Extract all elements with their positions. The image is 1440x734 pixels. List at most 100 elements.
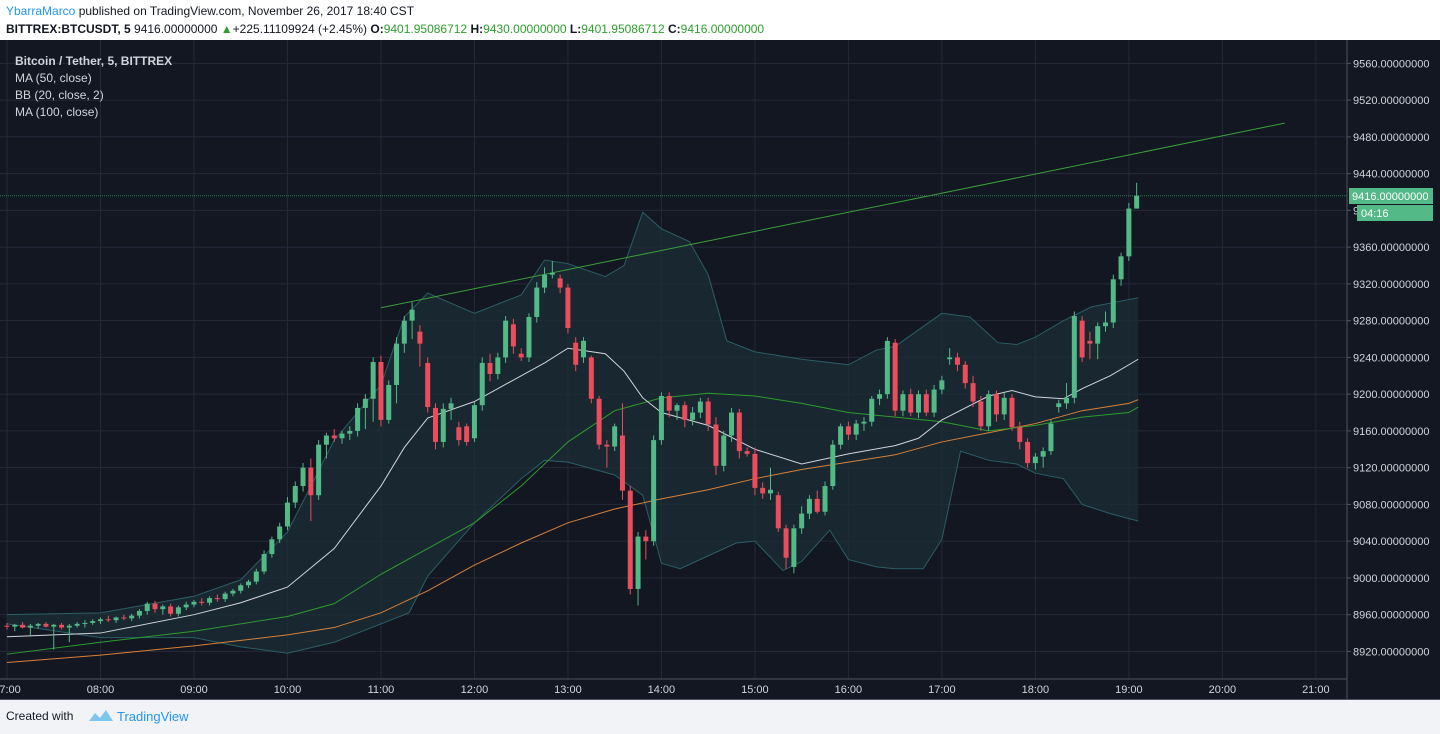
candle-body (284, 502, 290, 527)
candle-body (713, 424, 719, 466)
candle-body (931, 389, 937, 413)
candle-body (113, 617, 119, 621)
candle (565, 283, 571, 334)
x-tick-label: 10:00 (274, 684, 302, 696)
candle-body (604, 444, 610, 447)
candle (861, 417, 867, 431)
low-value: 9401.95086712 (581, 22, 665, 36)
candle (355, 403, 361, 437)
candles (4, 182, 1140, 650)
candle (261, 550, 267, 575)
tradingview-link[interactable]: TradingView (117, 709, 189, 724)
candle (175, 605, 181, 617)
y-tick-label: 9360.00000000 (1353, 242, 1429, 254)
candle (222, 591, 228, 602)
candle-body (916, 394, 922, 413)
x-tick-label: 13:00 (554, 684, 582, 696)
candle (877, 389, 883, 406)
candle-body (59, 624, 65, 628)
bollinger-fill (7, 212, 1139, 654)
candle-body (1017, 427, 1023, 442)
candle (4, 622, 10, 630)
candle-body (1087, 340, 1093, 344)
candle-body (884, 340, 890, 395)
candle-body (207, 598, 213, 603)
candle-body (1040, 451, 1046, 457)
candle (12, 623, 18, 632)
candle-body (736, 412, 742, 452)
legend-bb[interactable]: BB (20, close, 2) (15, 88, 104, 102)
candle (448, 397, 454, 420)
candle (853, 419, 859, 441)
candle (394, 337, 400, 404)
candle (183, 601, 189, 611)
tradingview-logo-icon[interactable] (88, 708, 114, 724)
price-chart[interactable]: 8920.00000000 8960.00000000 9000.00000000 9… (0, 40, 1440, 700)
candle-body (378, 362, 384, 420)
legend-ma100[interactable]: MA (100, close) (15, 105, 99, 119)
x-tick-label: 18:00 (1022, 684, 1050, 696)
x-tick-label: 15:00 (741, 684, 769, 696)
candle-body (635, 536, 641, 589)
candle-body (939, 380, 945, 390)
candle (783, 524, 789, 569)
candle (993, 390, 999, 422)
candle-body (339, 433, 345, 439)
candle-body (565, 287, 571, 329)
candle-body (199, 601, 205, 603)
x-tick-label: 09:00 (180, 684, 208, 696)
bollinger-band-area (7, 212, 1139, 654)
candle (713, 417, 719, 476)
candle-body (355, 407, 361, 431)
low-label: L: (569, 22, 582, 36)
legend-title: Bitcoin / Tether, 5, BITTREX (15, 54, 173, 68)
legend-ma50[interactable]: MA (50, close) (15, 71, 92, 85)
candle (464, 423, 470, 446)
candle (386, 380, 392, 424)
candle (152, 600, 158, 613)
candle-body (822, 486, 828, 512)
candle-body (300, 467, 306, 487)
candle-body (954, 357, 960, 365)
candle (752, 447, 758, 496)
candle-body (962, 364, 968, 384)
candle (970, 375, 976, 408)
candle-body (448, 403, 454, 409)
close-label: C: (668, 22, 681, 36)
candle-body (82, 622, 88, 624)
candle-body (643, 536, 649, 542)
candle (947, 348, 953, 365)
price-label: 9416.00000000 (1352, 191, 1428, 203)
candle (869, 395, 875, 427)
candle-body (549, 272, 555, 275)
candle-body (1118, 256, 1124, 280)
candle (503, 316, 509, 363)
candle (690, 407, 696, 426)
candle (199, 598, 205, 606)
candle (160, 604, 166, 615)
candle (619, 403, 625, 500)
x-tick-label: 14:00 (648, 684, 676, 696)
countdown-bg (1357, 205, 1433, 221)
candle-body (1071, 316, 1077, 398)
author-link[interactable]: YbarraMarco (6, 4, 76, 18)
candle-body (729, 412, 735, 436)
candle-body (316, 444, 322, 496)
candle (136, 609, 142, 619)
candle-body (74, 623, 80, 626)
candle-body (471, 405, 477, 439)
open-value: 9401.95086712 (383, 22, 468, 36)
candle-body (993, 394, 999, 415)
candle (573, 337, 579, 372)
candle (59, 622, 65, 630)
candle (90, 619, 96, 625)
candle-body (35, 623, 41, 626)
candle (697, 397, 703, 419)
candle-body (362, 398, 368, 408)
candle-body (479, 362, 485, 406)
candle-body (557, 278, 563, 288)
candle (760, 482, 766, 499)
candle-body (986, 394, 992, 427)
candle (479, 357, 485, 411)
candle (1095, 322, 1101, 360)
